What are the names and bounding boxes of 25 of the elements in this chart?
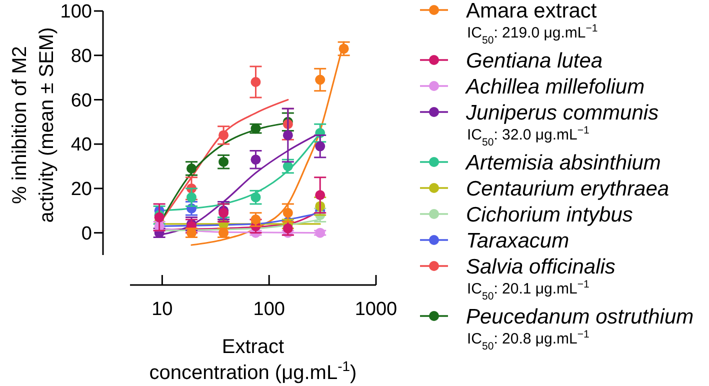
y-tick-label: 80 <box>70 46 92 68</box>
x-axis-title: Extract concentration (μg.mL$^{-1}$) <box>149 336 357 384</box>
y-tick-label: 0 <box>81 223 92 244</box>
y-tick-label: 100 <box>60 2 92 23</box>
y-axis-title: % inhibition of M2 activity (mean ± SEM) <box>9 27 58 223</box>
legend-label: Amara extract <box>466 0 597 22</box>
y-tick-label: 60 <box>70 90 92 112</box>
text: IC$_{50}$: 32.0 μg.mL$^{−1}$ <box>467 124 590 148</box>
legend-label: Achillea millefolium <box>464 75 645 98</box>
legend-label: Centaurium erythraea <box>466 177 670 200</box>
x-tick-label: 1000 <box>354 299 398 320</box>
text: IC$_{50}$: 20.1 μg.mL$^{−1}$ <box>467 278 590 302</box>
text: IC$_{50}$: 20.8 μg.mL$^{−1}$ <box>467 328 590 352</box>
legend-label: Salvia officinalis <box>466 255 616 278</box>
y-tick-label: 40 <box>70 134 92 156</box>
x-tick-label: 100 <box>253 299 285 320</box>
legend-label: Juniperus communis <box>465 101 660 124</box>
legend-label: Cichorium intybus <box>466 203 634 226</box>
legend-label: Peucedanum ostruthium <box>466 305 694 328</box>
x-tick-label: 10 <box>152 299 173 320</box>
legend-label: Taraxacum <box>466 229 570 252</box>
legend-label: Gentiana lutea <box>466 49 603 72</box>
text: IC$_{50}$: 219.0 μg.mL$^{−1}$ <box>467 22 598 46</box>
y-tick-label: 20 <box>70 179 92 200</box>
legend-label: Artemisia absinthium <box>464 151 661 174</box>
